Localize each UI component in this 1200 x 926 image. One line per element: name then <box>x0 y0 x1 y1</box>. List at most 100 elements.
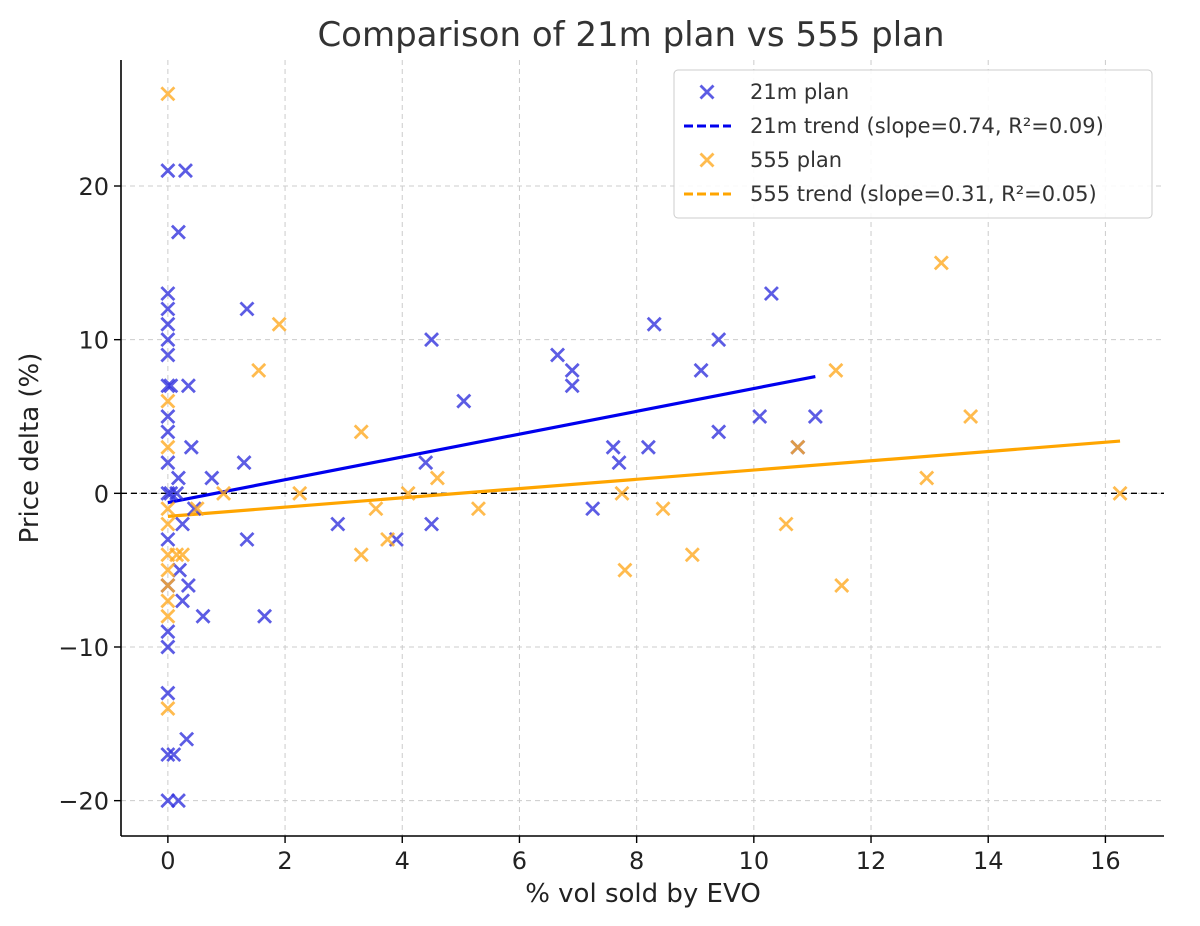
legend-marker-icon <box>699 152 715 168</box>
data-point-series-2 <box>933 255 949 271</box>
data-point-series-1 <box>424 332 440 348</box>
data-point-series-2 <box>189 501 205 517</box>
data-point-series-2 <box>160 593 176 609</box>
data-point-series-2 <box>251 362 267 378</box>
data-point-series-2 <box>655 501 671 517</box>
legend-marker-icon <box>699 84 715 100</box>
data-point-series-1 <box>160 316 176 332</box>
data-point-series-2 <box>963 409 979 424</box>
data-point-series-1 <box>160 378 176 394</box>
data-point-series-1 <box>160 639 176 655</box>
data-point-series-1 <box>180 578 196 594</box>
data-point-series-1 <box>239 301 255 317</box>
x-tick-label: 10 <box>739 847 770 875</box>
data-point-series-1 <box>711 424 727 440</box>
data-point-series-1 <box>160 624 176 640</box>
data-point-series-2 <box>353 424 369 440</box>
data-point-series-2 <box>353 547 369 563</box>
y-tick-label: 10 <box>78 327 109 355</box>
y-axis-ticks: −20 −10 0 10 20 <box>58 173 121 816</box>
legend: 21m plan 21m trend (slope=0.74, R²=0.09) 5… <box>673 69 1153 219</box>
data-point-series-2 <box>400 485 416 501</box>
data-point-series-1 <box>195 608 211 624</box>
data-point-series-1 <box>640 439 656 455</box>
data-point-series-1 <box>239 531 255 547</box>
axis-spines <box>120 60 1164 837</box>
data-point-series-1 <box>163 378 179 394</box>
data-point-series-1 <box>752 409 768 424</box>
data-point-series-1 <box>564 362 580 378</box>
trend-line-2 <box>167 439 1121 518</box>
x-tick-label: 4 <box>395 847 410 875</box>
data-point-series-1 <box>611 455 627 471</box>
data-point-series-1 <box>204 470 220 486</box>
legend-label: 21m plan <box>750 80 849 104</box>
trend-line-1 <box>167 374 816 505</box>
data-point-series-2 <box>1112 485 1128 501</box>
data-point-series-1 <box>418 455 434 471</box>
y-tick-label: 20 <box>78 173 109 201</box>
y-tick-label: 0 <box>94 480 109 508</box>
data-point-series-1 <box>172 562 188 578</box>
data-point-series-1 <box>163 485 179 501</box>
data-point-series-1 <box>424 516 440 532</box>
data-point-series-1 <box>183 439 199 455</box>
legend-label: 555 trend (slope=0.31, R²=0.05) <box>750 182 1097 206</box>
data-point-series-1 <box>160 409 176 424</box>
data-point-series-1 <box>179 731 195 747</box>
data-point-series-1 <box>160 301 176 317</box>
data-point-series-2 <box>684 547 700 563</box>
data-point-series-1 <box>170 470 186 486</box>
y-tick-label: −10 <box>58 634 109 662</box>
data-point-series-2 <box>160 393 176 409</box>
data-point-series-2 <box>160 86 176 102</box>
x-axis-label: % vol sold by EVO <box>525 879 761 909</box>
data-point-series-1 <box>160 685 176 701</box>
legend-label: 555 plan <box>750 148 842 172</box>
x-tick-label: 12 <box>856 847 887 875</box>
data-point-series-2 <box>380 531 396 547</box>
data-point-series-2 <box>778 516 794 532</box>
data-point-series-1 <box>166 747 182 763</box>
data-point-series-1 <box>807 409 823 424</box>
data-point-series-1 <box>456 393 472 409</box>
x-tick-label: 0 <box>160 847 175 875</box>
x-tick-label: 2 <box>277 847 292 875</box>
data-point-series-1 <box>605 439 621 455</box>
data-point-series-1 <box>160 424 176 440</box>
data-point-series-2 <box>160 700 176 716</box>
y-axis-label: Price delta (%) <box>15 353 45 544</box>
data-point-series-1 <box>257 608 273 624</box>
data-point-series-2 <box>216 485 232 501</box>
data-point-series-2 <box>175 547 191 563</box>
data-point-series-1 <box>330 516 346 532</box>
data-point-series-2 <box>834 578 850 594</box>
data-point-series-1 <box>170 793 186 809</box>
chart-title: Comparison of 21m plan vs 555 plan <box>317 15 944 55</box>
x-tick-label: 14 <box>973 847 1004 875</box>
data-point-series-1 <box>693 362 709 378</box>
data-point-series-1 <box>169 485 185 501</box>
y-tick-label: −20 <box>58 788 109 816</box>
data-point-series-1 <box>236 455 252 471</box>
data-point-series-2 <box>828 362 844 378</box>
data-point-series-1 <box>646 316 662 332</box>
data-point-series-1 <box>585 501 601 517</box>
data-point-series-1 <box>186 501 202 517</box>
x-axis-ticks: 0 2 4 6 8 10 12 14 16 <box>160 836 1121 875</box>
x-tick-label: 16 <box>1090 847 1121 875</box>
data-point-series-2 <box>160 439 176 455</box>
data-point-series-1 <box>180 378 196 394</box>
data-point-series-1 <box>160 747 176 763</box>
x-tick-label: 6 <box>512 847 527 875</box>
data-point-series-1 <box>160 455 176 471</box>
data-point-series-1 <box>550 347 566 363</box>
data-point-series-1 <box>711 332 727 348</box>
data-point-series-2 <box>790 439 806 455</box>
data-point-series-2 <box>160 608 176 624</box>
legend-label: 21m trend (slope=0.74, R²=0.09) <box>750 114 1104 138</box>
data-point-series-2 <box>614 485 630 501</box>
data-point-series-2 <box>271 316 287 332</box>
data-point-series-2 <box>919 470 935 486</box>
